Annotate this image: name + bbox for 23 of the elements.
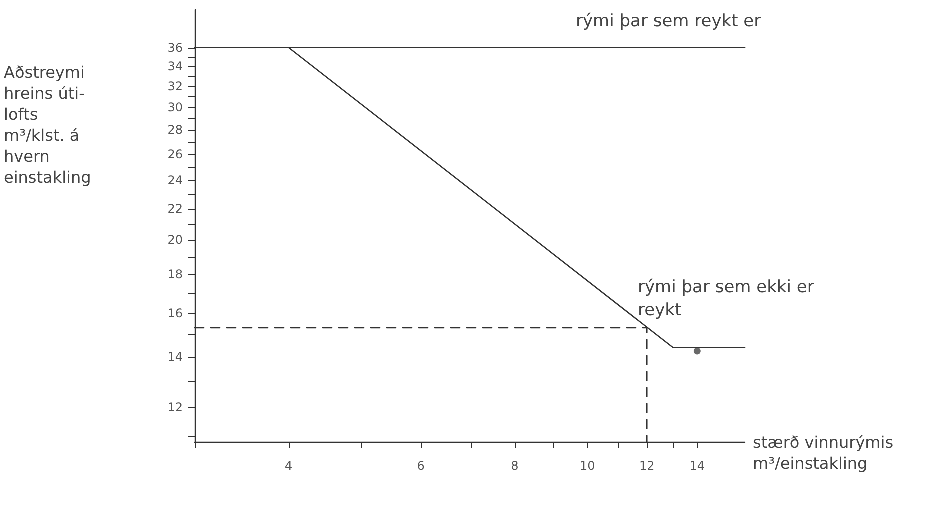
x-tick-label: 8 [511, 459, 519, 473]
y-tick-label: 30 [168, 100, 183, 114]
y-tick-label: 14 [168, 350, 183, 364]
y-tick-label: 34 [168, 59, 183, 74]
x-tick-label: 4 [285, 459, 293, 473]
x-tick-label: 12 [639, 459, 655, 473]
x-axis-title: stærð vinnurýmis m³/einstakling [753, 433, 894, 473]
x-tick-label: 10 [580, 459, 596, 473]
y-axis-title: Aðstreymi hreins úti- lofts m³/klst. á hvern einstakling [4, 63, 92, 187]
y-tick-label: 36 [168, 40, 183, 55]
y-tick-label: 28 [168, 123, 183, 138]
x-tick-label: 14 [690, 459, 706, 473]
x-tick-label: 6 [417, 459, 425, 473]
y-tick-label: 18 [168, 268, 183, 282]
y-tick-label: 24 [168, 174, 183, 188]
y-tick-label: 16 [168, 306, 183, 320]
y-tick-label: 32 [168, 79, 183, 94]
y-tick-label: 22 [168, 202, 183, 216]
annotation: rými þar sem reykt er [576, 12, 762, 32]
y-tick-label: 12 [168, 400, 183, 414]
y-tick-label: 20 [168, 233, 183, 248]
y-tick-label: 26 [168, 147, 183, 162]
annotation: rými þar sem ekki er reykt [638, 278, 814, 320]
